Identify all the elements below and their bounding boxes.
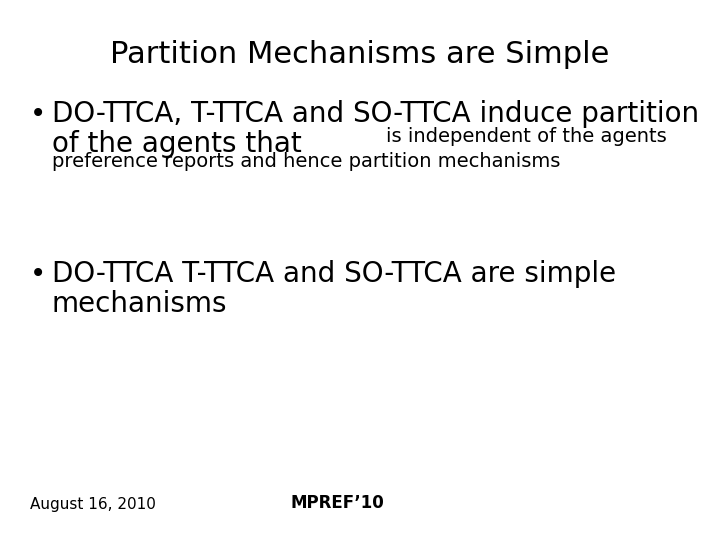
Text: •: • (30, 260, 46, 288)
Text: DO-TTCA, T-TTCA and SO-TTCA induce partition: DO-TTCA, T-TTCA and SO-TTCA induce parti… (52, 100, 699, 128)
Text: Partition Mechanisms are Simple: Partition Mechanisms are Simple (110, 40, 610, 69)
Text: •: • (30, 100, 46, 128)
Text: MPREF’10: MPREF’10 (290, 494, 384, 512)
Text: DO-TTCA T-TTCA and SO-TTCA are simple: DO-TTCA T-TTCA and SO-TTCA are simple (52, 260, 616, 288)
Text: August 16, 2010: August 16, 2010 (30, 497, 156, 512)
Text: is independent of the agents: is independent of the agents (386, 127, 667, 146)
Text: mechanisms: mechanisms (52, 290, 228, 318)
Text: preference reports and hence partition mechanisms: preference reports and hence partition m… (52, 152, 560, 171)
Text: of the agents that: of the agents that (52, 130, 310, 158)
